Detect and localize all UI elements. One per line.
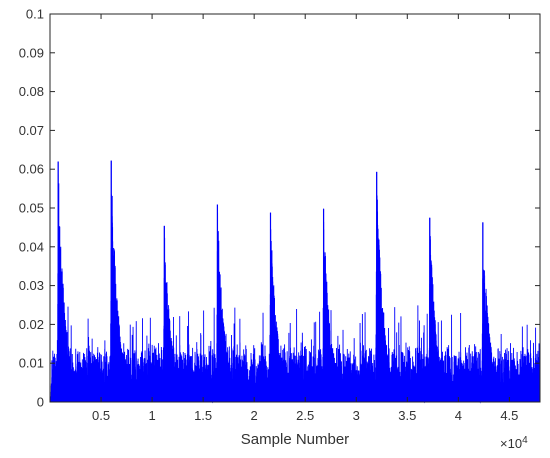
x-tick-label: 0.5 [92,408,110,423]
x-axis-exponent-label: ×104 [500,435,528,452]
y-tick-label: 0.02 [19,317,44,332]
x-tick-label: 4 [455,408,462,423]
y-tick-label: 0.07 [19,123,44,138]
y-tick-label: 0.1 [26,7,44,22]
x-tick-label: 4.5 [500,408,518,423]
signal-series-line [49,160,541,404]
y-tick-label: 0.08 [19,84,44,99]
x-tick-label: 3.5 [398,408,416,423]
y-tick-label: 0.05 [19,201,44,216]
x-tick-label: 1.5 [194,408,212,423]
x-tick-label: 2.5 [296,408,314,423]
x-tick-label: 2 [251,408,258,423]
x-axis: 0.5 1 1.5 2 2.5 3 3.5 4 4.5 [92,14,518,423]
x-tick-label: 3 [353,408,360,423]
y-tick-label: 0.09 [19,45,44,60]
y-tick-label: 0 [37,395,44,410]
x-tick-label: 1 [148,408,155,423]
y-tick-label: 0.01 [19,356,44,371]
y-tick-label: 0.04 [19,239,44,254]
y-axis: 0 0.01 0.02 0.03 0.04 0.05 0.06 0.07 0.08 0.09 0.1 [19,7,540,410]
signal-trace [49,160,541,404]
y-tick-label: 0.06 [19,162,44,177]
x-axis-label: Sample Number [241,431,349,448]
y-tick-label: 0.03 [19,278,44,293]
